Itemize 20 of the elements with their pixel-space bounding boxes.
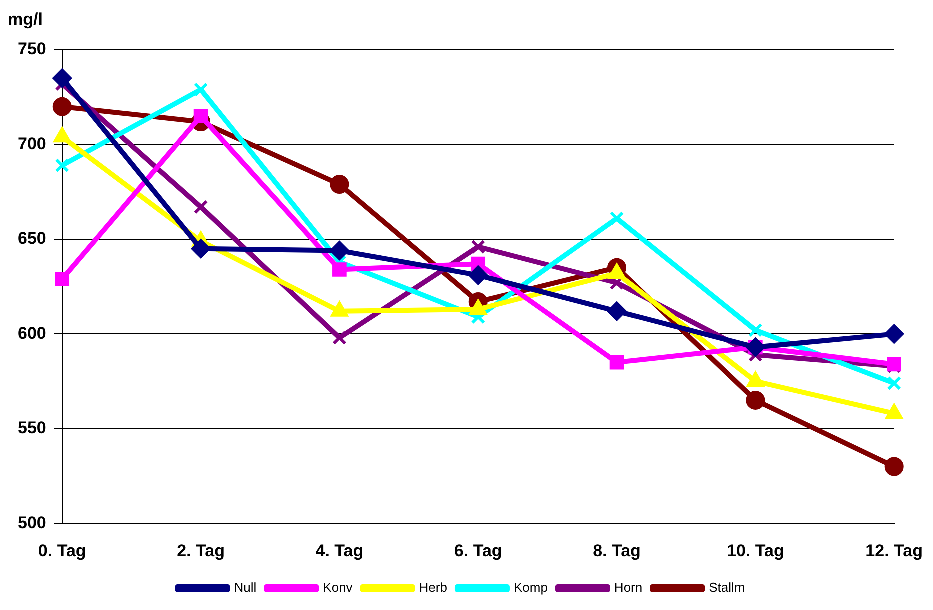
legend-label: Null: [234, 580, 257, 596]
x-tick-label: 12. Tag: [866, 541, 924, 560]
legend-label: Horn: [614, 580, 643, 596]
x-tick-label: 10. Tag: [727, 541, 784, 560]
y-tick-label: 750: [18, 40, 46, 59]
legend-label: Herb: [419, 580, 448, 596]
legend-label: Stallm: [709, 580, 746, 596]
y-axis-title: mg/l: [8, 10, 43, 30]
x-tick-label: 2. Tag: [177, 541, 225, 560]
y-tick-label: 500: [18, 513, 46, 532]
y-tick-label: 650: [18, 229, 46, 248]
x-tick-label: 4. Tag: [316, 541, 364, 560]
legend-label: Komp: [514, 580, 548, 596]
x-tick-label: 0. Tag: [38, 541, 86, 560]
y-tick-label: 550: [18, 418, 46, 438]
x-tick-label: 6. Tag: [454, 541, 502, 560]
legend-label: Konv: [323, 580, 354, 596]
x-tick-label: 8. Tag: [593, 541, 641, 560]
y-tick-label: 600: [18, 324, 46, 343]
y-tick-label: 700: [18, 134, 46, 154]
